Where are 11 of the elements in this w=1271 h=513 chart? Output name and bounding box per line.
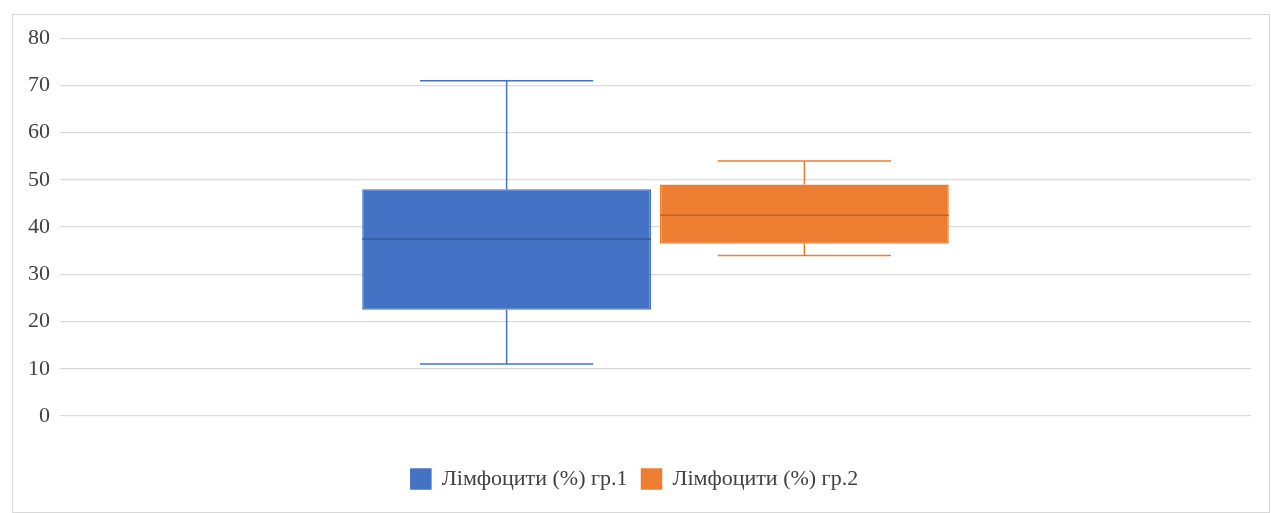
legend-label: Лімфоцити (%) гр.2 [672,464,859,490]
y-tick-label: 70 [28,71,50,97]
y-tick-label: 0 [39,401,50,427]
y-tick-label: 10 [28,354,50,380]
legend-label: Лімфоцити (%) гр.1 [441,464,628,490]
y-tick-label: 50 [28,165,50,191]
y-tick-label: 60 [28,118,50,144]
y-tick-label: 20 [28,307,50,333]
y-tick-label: 30 [28,260,50,286]
y-tick-label: 40 [28,212,50,238]
y-tick-label: 80 [28,23,50,49]
